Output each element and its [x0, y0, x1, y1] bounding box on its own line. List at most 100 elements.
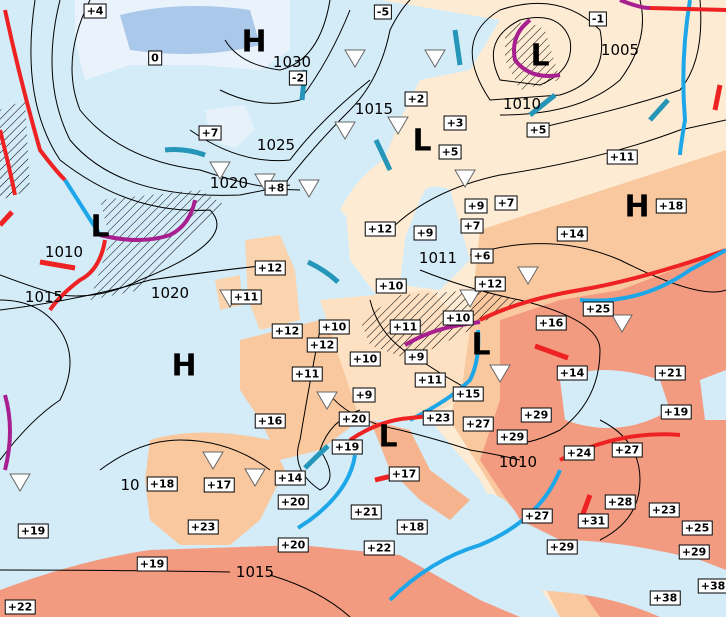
- isobar-label: 1025: [256, 136, 296, 154]
- temperature-label: +9: [352, 387, 376, 403]
- isobar-label: 1010: [502, 95, 542, 113]
- shower-triangle-icon: [517, 266, 539, 285]
- pressure-center: L: [412, 123, 432, 159]
- temperature-label: +14: [556, 226, 588, 242]
- temperature-label: +20: [338, 411, 370, 427]
- temperature-label: +10: [349, 351, 381, 367]
- land-britain: [245, 235, 300, 330]
- arrow-icon: [39, 259, 76, 271]
- temperature-label: +28: [604, 494, 636, 510]
- shower-triangle-icon: [424, 49, 446, 68]
- temperature-label: +9: [404, 349, 428, 365]
- warm-front-italy: [348, 413, 441, 442]
- arrow-icon: [534, 343, 569, 361]
- temperature-label: +14: [274, 470, 306, 486]
- arrow-icon: [373, 138, 393, 172]
- pressure-center: H: [241, 24, 267, 60]
- temperature-label: +29: [546, 539, 578, 555]
- temperature-label: +15: [452, 386, 484, 402]
- temperature-label: +20: [277, 537, 309, 553]
- temperature-label: +5: [526, 122, 550, 138]
- occluded-front-barents: [512, 18, 561, 78]
- isobar-label: 1015: [354, 100, 394, 118]
- temperature-label: +4: [83, 3, 107, 19]
- temperature-label: +17: [203, 477, 235, 493]
- arrow-icon: [303, 444, 330, 470]
- arrow-icon: [452, 29, 463, 66]
- temperature-label: +11: [389, 319, 421, 335]
- greenland-ice: [120, 6, 260, 54]
- temperature-label: +27: [521, 508, 553, 524]
- pressure-center: H: [171, 348, 197, 384]
- temperature-label: +10: [442, 310, 474, 326]
- temperature-label: +8: [264, 180, 288, 196]
- temperature-label: +5: [438, 144, 462, 160]
- isobar-label: 1010: [498, 453, 538, 471]
- occluded-front-arctic: [619, 0, 651, 10]
- pressure-center: H: [624, 189, 650, 225]
- shower-triangle-icon: [489, 364, 511, 383]
- shower-triangle-icon: [387, 116, 409, 135]
- temperature-label: +22: [4, 599, 36, 615]
- temperature-label: +21: [350, 504, 382, 520]
- shower-triangle-icon: [316, 391, 338, 410]
- temperature-label: +31: [577, 513, 609, 529]
- temperature-label: +16: [535, 315, 567, 331]
- warm-front-atlantic-south: [48, 239, 107, 312]
- warm-front-west: [0, 129, 17, 196]
- temperature-label: +19: [17, 523, 49, 539]
- temperature-label: +7: [198, 125, 222, 141]
- temperature-label: +11: [606, 149, 638, 165]
- temperature-label: +12: [254, 260, 286, 276]
- arrow-icon: [164, 147, 206, 158]
- isobar-label: 1015: [235, 563, 275, 581]
- temperature-label: +6: [470, 248, 494, 264]
- temperature-label: +12: [474, 276, 506, 292]
- temperature-label: 0: [148, 50, 162, 66]
- temperature-label: +11: [291, 366, 323, 382]
- warm-front-central: [479, 248, 726, 322]
- temperature-label: +12: [271, 323, 303, 339]
- arrow-icon: [0, 210, 14, 227]
- warm-front-atlantic: [3, 9, 67, 182]
- occluded-front-far-west: [3, 394, 12, 471]
- cold-front-mediterranean: [388, 469, 562, 602]
- temperature-label: +10: [375, 278, 407, 294]
- temperature-label: +19: [136, 556, 168, 572]
- precip-area-central: [360, 290, 520, 360]
- temperature-label: +9: [413, 225, 437, 241]
- shower-triangle-icon: [459, 289, 481, 308]
- shower-triangle-icon: [209, 161, 231, 180]
- temperature-label: +24: [563, 445, 595, 461]
- isobar-label: 1030: [272, 53, 312, 71]
- land-hot-southeast: [480, 250, 726, 617]
- land-italy: [370, 420, 470, 520]
- precip-area-barents: [505, 22, 560, 90]
- temperature-label: +23: [187, 519, 219, 535]
- temperature-label: +20: [277, 494, 309, 510]
- shower-triangle-icon: [611, 314, 633, 333]
- temperature-label: +18: [655, 198, 687, 214]
- shower-triangle-icon: [9, 473, 31, 492]
- isobar-label: 1010: [44, 243, 84, 261]
- temperature-label: +27: [462, 416, 494, 432]
- temperature-label: +7: [494, 195, 518, 211]
- cold-front-russia: [678, 0, 692, 156]
- temperature-label: +23: [422, 410, 454, 426]
- occluded-front-atlantic: [99, 199, 197, 242]
- shower-triangle-icon: [244, 468, 266, 487]
- temperature-label: +38: [697, 578, 726, 594]
- isobar-label: 1015: [24, 288, 64, 306]
- temperature-label: +38: [649, 590, 681, 606]
- temperature-label: +18: [146, 476, 178, 492]
- black-sea: [560, 370, 670, 428]
- pressure-center: L: [471, 327, 491, 363]
- temperature-label: -1: [588, 11, 608, 27]
- temperature-label: +10: [318, 319, 350, 335]
- cold-front-tyrrhenian: [296, 454, 357, 530]
- mediterranean-sea: [200, 457, 726, 617]
- isobar-label: 1005: [600, 41, 640, 59]
- temperature-label: +17: [388, 466, 420, 482]
- shower-triangle-icon: [334, 121, 356, 140]
- temperature-label: +27: [611, 442, 643, 458]
